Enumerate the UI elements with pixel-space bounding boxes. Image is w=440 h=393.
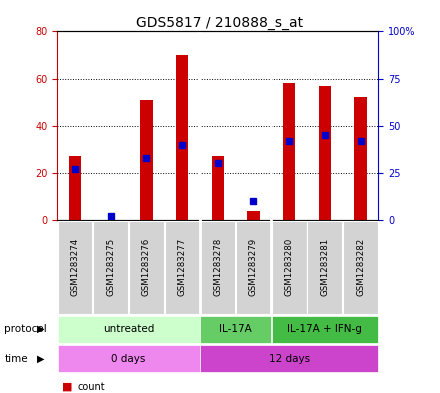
Bar	[69, 156, 81, 220]
Text: GSM1283280: GSM1283280	[285, 238, 293, 296]
Text: GSM1283276: GSM1283276	[142, 238, 151, 296]
Text: GSM1283278: GSM1283278	[213, 238, 222, 296]
Text: GSM1283279: GSM1283279	[249, 238, 258, 296]
Text: GSM1283274: GSM1283274	[70, 238, 80, 296]
Text: ▶: ▶	[37, 354, 45, 364]
Bar	[319, 86, 331, 220]
Bar	[140, 100, 153, 220]
Text: 12 days: 12 days	[268, 354, 310, 364]
Text: IL-17A + IFN-g: IL-17A + IFN-g	[287, 324, 362, 334]
Text: ▶: ▶	[37, 324, 45, 334]
Bar	[247, 211, 260, 220]
Bar	[354, 97, 367, 220]
Bar	[212, 156, 224, 220]
Text: time: time	[4, 354, 28, 364]
Text: count: count	[77, 382, 105, 392]
Text: GSM1283275: GSM1283275	[106, 238, 115, 296]
Text: GDS5817 / 210888_s_at: GDS5817 / 210888_s_at	[136, 16, 304, 30]
Text: GSM1283277: GSM1283277	[178, 238, 187, 296]
Text: protocol: protocol	[4, 324, 47, 334]
Text: untreated: untreated	[103, 324, 154, 334]
Text: GSM1283282: GSM1283282	[356, 238, 365, 296]
Text: IL-17A: IL-17A	[219, 324, 252, 334]
Text: ■: ■	[62, 382, 72, 392]
Bar	[176, 55, 188, 220]
Text: 0 days: 0 days	[111, 354, 146, 364]
Bar	[283, 83, 295, 220]
Text: GSM1283281: GSM1283281	[320, 238, 330, 296]
